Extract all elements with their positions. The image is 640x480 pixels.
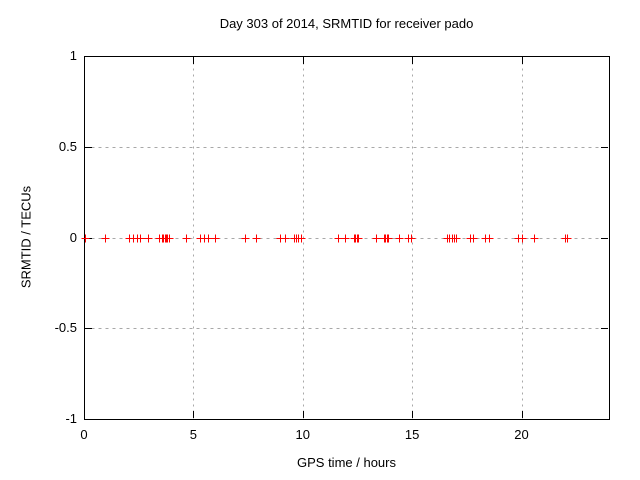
x-tick-label: 10 — [295, 427, 310, 442]
data-point-marker — [469, 234, 478, 243]
data-point-marker — [136, 234, 145, 243]
y-tick-label: 0 — [69, 229, 77, 245]
x-tick-label: 15 — [404, 427, 420, 442]
y-tick-label: -0.5 — [54, 320, 77, 336]
x-tick-label: 0 — [80, 427, 88, 442]
data-point-marker — [563, 234, 572, 243]
data-point-marker — [241, 234, 250, 243]
y-tick-label: 0.5 — [58, 138, 77, 154]
x-tick-label: 5 — [189, 427, 197, 442]
data-point-marker — [165, 234, 174, 243]
x-tick-label: 20 — [514, 427, 529, 442]
data-point-marker — [341, 234, 350, 243]
data-point-marker — [485, 234, 494, 243]
y-tick-label: 1 — [69, 48, 77, 63]
data-point-marker — [281, 234, 290, 243]
data-point-marker — [372, 234, 381, 243]
data-point-marker — [354, 234, 363, 243]
x-axis-title: GPS time / hours — [297, 455, 396, 470]
data-point-marker — [407, 234, 416, 243]
data-point-marker — [452, 234, 461, 243]
data-point-marker — [204, 234, 213, 243]
data-point-marker — [297, 234, 306, 243]
data-point-marker — [211, 234, 220, 243]
data-point-marker — [384, 234, 393, 243]
data-point-marker — [252, 234, 261, 243]
data-point-marker — [395, 234, 404, 243]
y-tick-label: -1 — [65, 411, 77, 426]
data-point-marker — [518, 234, 527, 243]
data-point-marker — [144, 234, 153, 243]
data-point-marker — [334, 234, 343, 243]
data-point-marker — [101, 234, 110, 243]
chart-title: Day 303 of 2014, SRMTID for receiver pad… — [219, 16, 474, 31]
data-point-marker — [530, 234, 539, 243]
data-point-marker — [182, 234, 191, 243]
data-point-marker — [81, 234, 90, 243]
